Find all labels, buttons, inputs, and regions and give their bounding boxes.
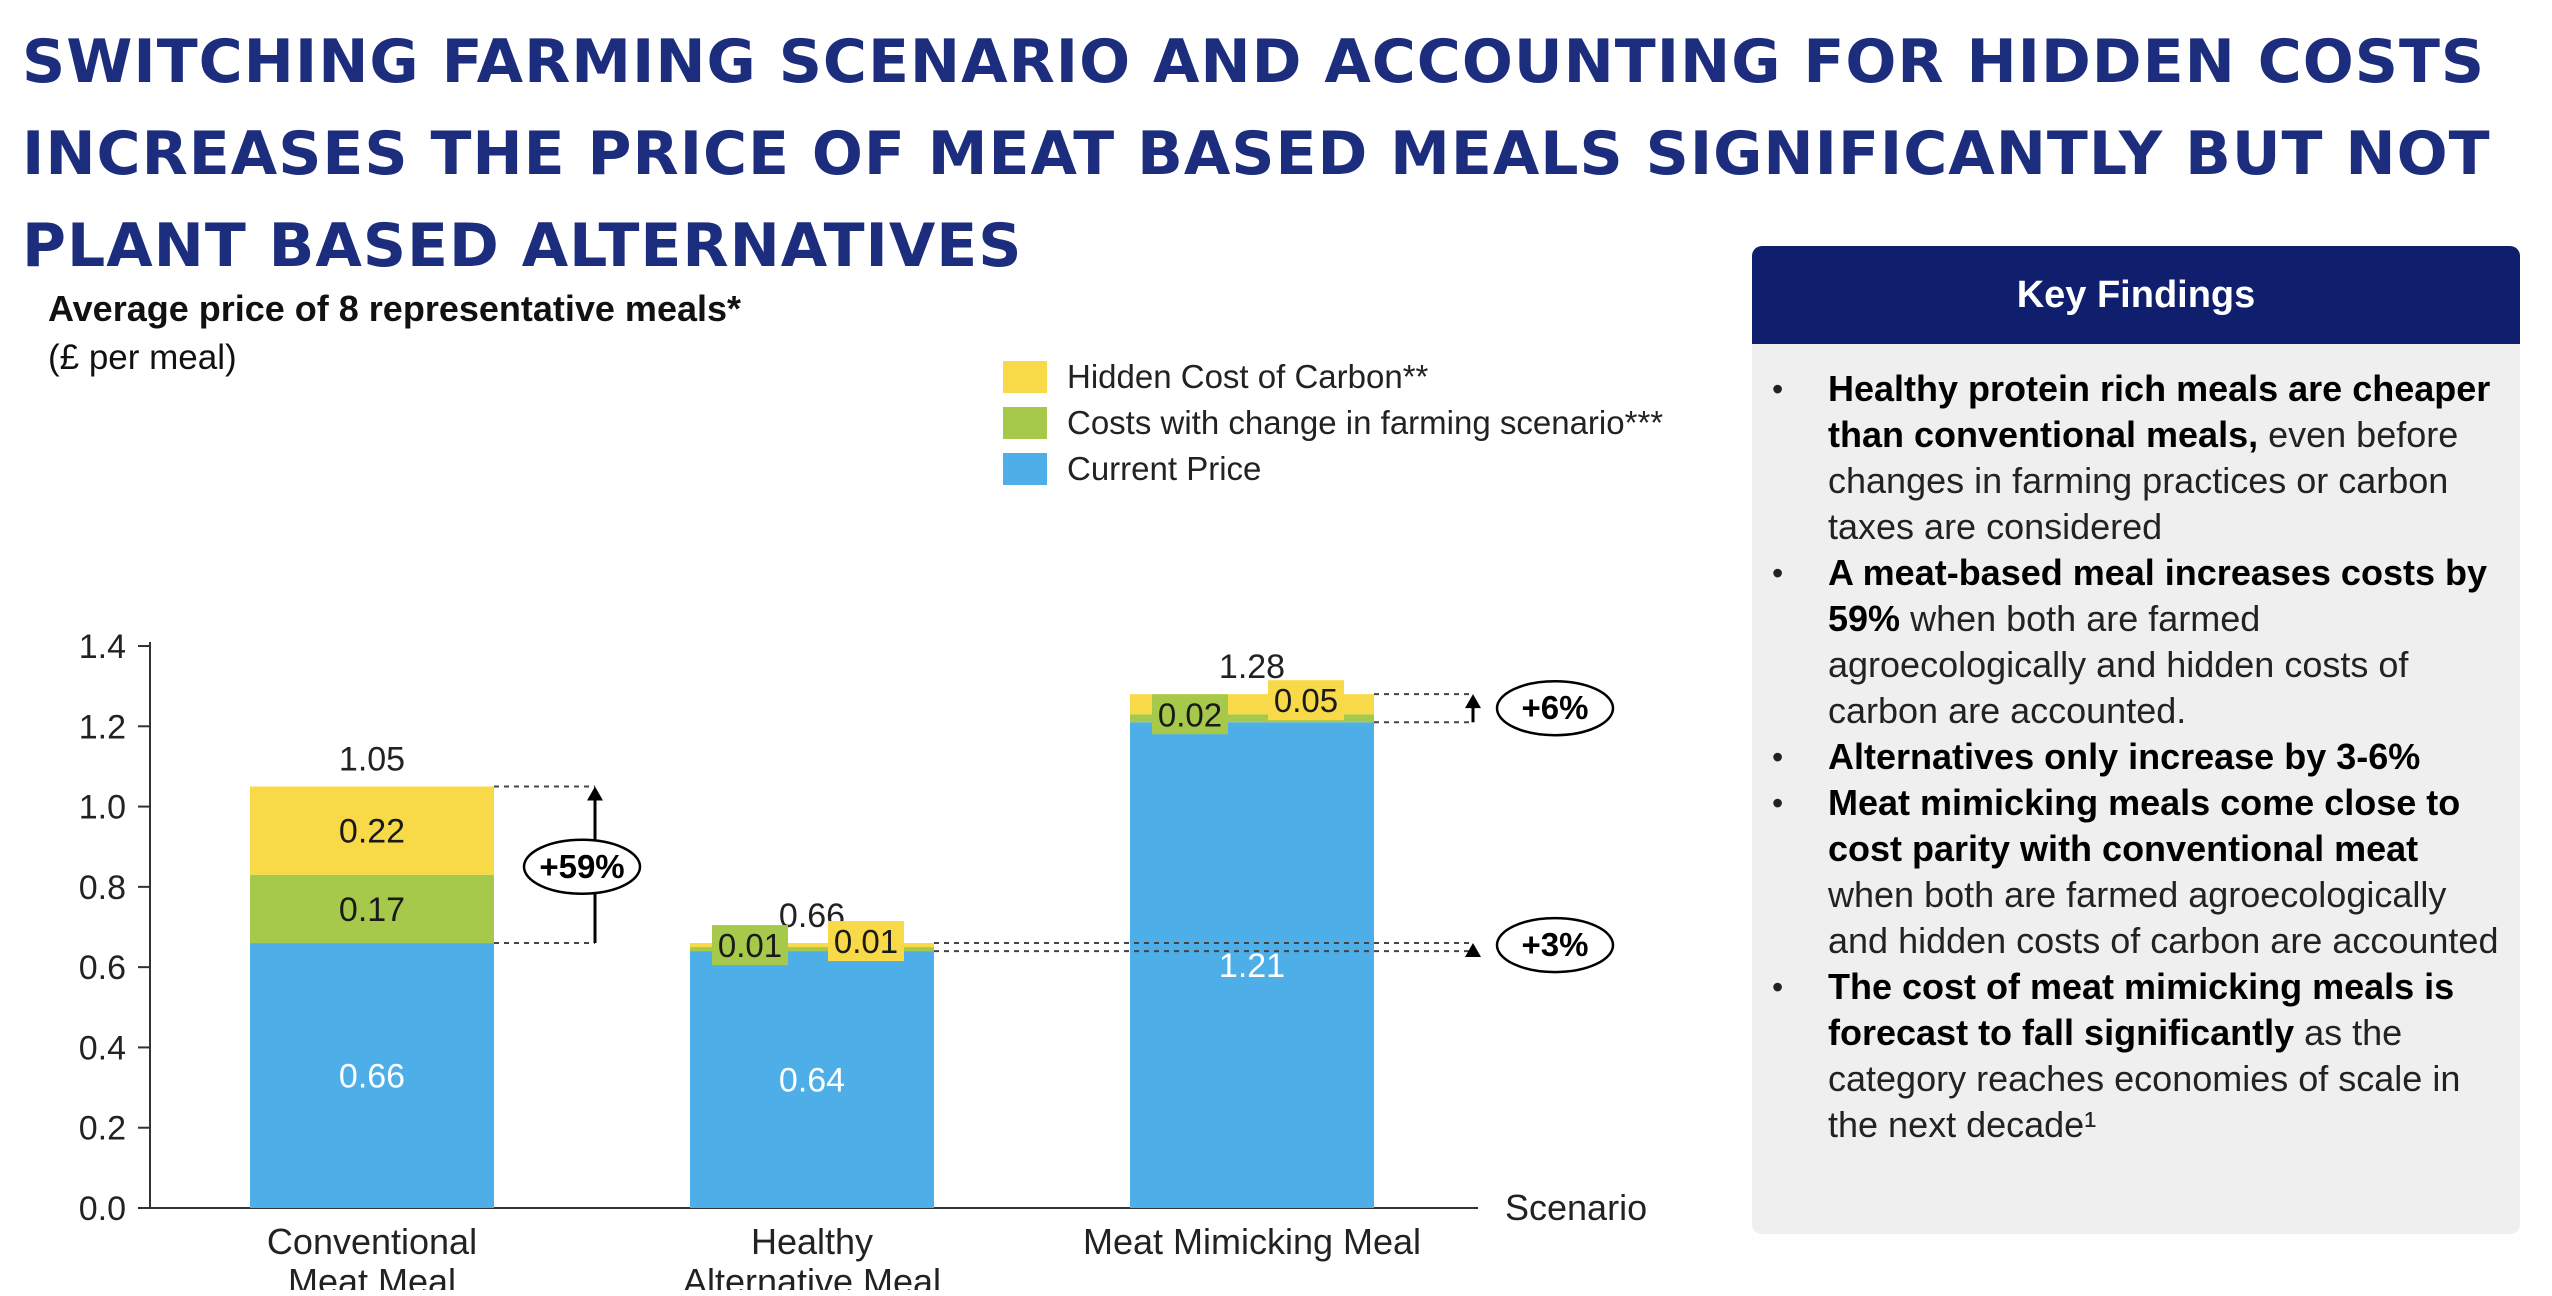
finding-bold: Alternatives only increase by 3-6% — [1828, 736, 2421, 777]
legend-item-hidden-carbon: Hidden Cost of Carbon** — [1003, 354, 1663, 400]
y-tick-label: 1.2 — [79, 708, 126, 746]
finding-bold: Meat mimicking meals come close to cost … — [1828, 782, 2461, 869]
data-label: 0.22 — [339, 813, 405, 851]
data-label: 1.21 — [1219, 947, 1285, 985]
y-tick-label: 0.4 — [79, 1029, 126, 1067]
bar-segment — [690, 951, 934, 1208]
y-tick-label: 0.6 — [79, 949, 126, 987]
data-label: 0.66 — [339, 1058, 405, 1096]
x-category-label: Conventional — [267, 1221, 477, 1262]
key-findings-header: Key Findings — [1752, 246, 2520, 344]
change-badge-label: +59% — [539, 848, 624, 885]
x-category-label: Meat Mimicking Meal — [1083, 1221, 1421, 1262]
finding-item: The cost of meat mimicking meals is fore… — [1772, 964, 2500, 1148]
y-tick-label: 0.2 — [79, 1110, 126, 1148]
legend-swatch — [1003, 407, 1047, 439]
y-tick-label: 0.0 — [79, 1190, 126, 1228]
page-title: SWITCHING FARMING SCENARIO AND ACCOUNTIN… — [22, 27, 2491, 281]
data-label: 0.05 — [1274, 682, 1338, 719]
bar-segment — [690, 943, 934, 948]
x-category-label: Alternative Meal — [683, 1261, 941, 1290]
y-tick-label: 0.8 — [79, 869, 126, 907]
legend-swatch — [1003, 361, 1047, 393]
finding-text: as the category reaches economies of sca… — [1828, 1012, 2461, 1145]
change-arrow-head — [1465, 694, 1481, 709]
finding-item: Alternatives only increase by 3-6% — [1772, 734, 2500, 780]
bar-segment — [1130, 714, 1374, 723]
change-badge — [1495, 679, 1615, 737]
key-findings-list: Healthy protein rich meals are cheaper t… — [1752, 344, 2520, 1148]
finding-text: when both are farmed agroecologically an… — [1828, 598, 2409, 731]
data-label: 0.01 — [718, 927, 782, 964]
change-badge — [522, 838, 642, 896]
finding-bold: The cost of meat mimicking meals is fore… — [1828, 966, 2455, 1053]
data-label-box — [712, 925, 788, 966]
change-badge-label: +3% — [1522, 926, 1589, 963]
key-findings-panel: Key Findings Healthy protein rich meals … — [1752, 246, 2520, 1234]
legend-label: Hidden Cost of Carbon** — [1067, 358, 1429, 395]
legend-swatch — [1003, 453, 1047, 485]
x-axis-title: Scenario — [1505, 1187, 1647, 1228]
legend-label: Costs with change in farming scenario*** — [1067, 404, 1664, 441]
finding-bold: Healthy protein rich meals are cheaper t… — [1828, 368, 2491, 455]
bar-segment — [690, 947, 934, 952]
finding-text: even before changes in farming practices… — [1828, 414, 2459, 547]
bar-segment — [250, 943, 494, 1208]
data-label-box — [1268, 680, 1344, 721]
bar-total-label: 1.05 — [339, 741, 405, 779]
finding-bold: A meat-based meal increases costs by 59% — [1828, 552, 2487, 639]
chart-legend: Hidden Cost of Carbon** Costs with chang… — [1003, 354, 1663, 492]
data-label: 0.01 — [834, 923, 898, 960]
data-label: 0.64 — [779, 1062, 845, 1100]
finding-text: when both are farmed agroecologically an… — [1828, 874, 2499, 961]
change-arrow-head — [1465, 943, 1481, 958]
finding-item: A meat-based meal increases costs by 59%… — [1772, 550, 2500, 734]
bar-total-label: 1.28 — [1219, 648, 1285, 686]
x-category-label: Meat Meal — [288, 1261, 456, 1290]
stacked-bar-chart: 0.0 0.2 0.4 0.6 0.8 1.0 1.2 1.4 1.05 Conventional… — [79, 628, 1647, 1290]
finding-item: Healthy protein rich meals are cheaper t… — [1772, 366, 2500, 550]
finding-item: Meat mimicking meals come close to cost … — [1772, 780, 2500, 964]
chart-unit: (£ per meal) — [48, 338, 237, 377]
change-arrow-head — [587, 786, 603, 801]
bar-segment — [250, 874, 494, 944]
chart-heading: Average price of 8 representative meals* — [48, 288, 742, 329]
y-tick-label: 1.0 — [79, 789, 126, 827]
y-tick-label: 1.4 — [79, 628, 126, 666]
data-label: 0.17 — [339, 891, 405, 929]
data-label-box — [828, 921, 904, 962]
legend-label: Current Price — [1067, 450, 1262, 487]
legend-item-current-price: Current Price — [1003, 446, 1663, 492]
x-category-label: Healthy — [751, 1221, 873, 1262]
bar-segment — [250, 786, 494, 875]
legend-item-farming: Costs with change in farming scenario*** — [1003, 400, 1663, 446]
change-badge-label: +6% — [1522, 689, 1589, 726]
data-label-box — [1152, 694, 1228, 735]
data-label: 0.02 — [1158, 696, 1222, 733]
bar-segment — [1130, 722, 1374, 1208]
change-badge — [1495, 916, 1615, 974]
